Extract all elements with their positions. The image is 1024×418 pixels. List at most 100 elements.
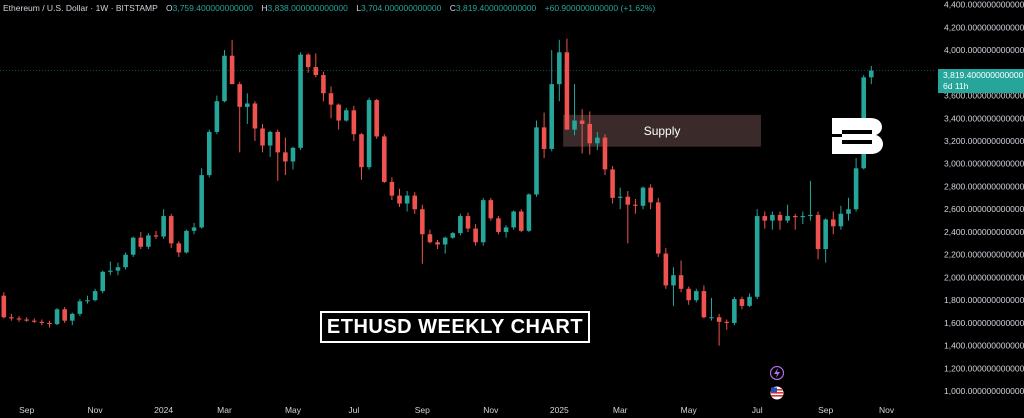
candle-body <box>747 296 752 306</box>
candle-body <box>541 127 547 149</box>
time-tick-label: Sep <box>19 405 34 415</box>
candle-body <box>313 67 319 76</box>
candle-body <box>290 147 296 162</box>
candle-body <box>54 309 60 325</box>
candle-body <box>739 299 745 306</box>
price-tick-label: 4,400.000000000000 <box>944 0 1024 10</box>
open-label: O <box>165 3 173 13</box>
candle-body <box>526 194 532 231</box>
candle-body <box>283 152 288 162</box>
candle-body <box>389 181 395 196</box>
candle-body <box>130 237 136 255</box>
candle-body <box>663 253 669 286</box>
price-tick-label: 3,400.000000000000 <box>944 113 1024 123</box>
candle-body <box>343 110 349 121</box>
candle-body <box>427 234 433 243</box>
candle-body <box>351 110 357 135</box>
current-price: 3,819.400000000000 <box>943 70 1024 80</box>
candle-body <box>640 187 646 206</box>
bar-countdown: 6d 11h <box>943 81 969 91</box>
candle-body <box>610 169 615 198</box>
candle-body <box>716 317 722 322</box>
candle-body <box>572 120 577 130</box>
time-tick-label: Mar <box>217 405 232 415</box>
chart-title: ETHUSD WEEKLY CHART <box>320 311 590 343</box>
candle-body <box>633 204 638 206</box>
lightning-icon[interactable] <box>770 366 784 380</box>
candle-body <box>587 123 593 144</box>
candle-body <box>701 291 707 318</box>
candle-body <box>336 104 341 121</box>
candle-body <box>359 134 364 168</box>
candle-body <box>305 54 311 68</box>
candle-body <box>321 75 326 94</box>
us-flag-icon[interactable] <box>770 386 784 400</box>
candle-body <box>678 275 684 289</box>
candle-body <box>31 320 37 322</box>
candle-body <box>412 195 418 210</box>
candle-body <box>838 213 844 227</box>
candle-body <box>222 55 227 102</box>
candle-body <box>252 103 258 129</box>
candle-body <box>686 288 691 301</box>
candle-body <box>503 227 509 232</box>
candle-body <box>762 216 768 221</box>
candle-body <box>237 84 242 107</box>
time-tick-label: 2024 <box>154 405 173 415</box>
price-tick-label: 3,000.000000000000 <box>944 159 1024 169</box>
candle-body <box>382 136 387 182</box>
candle-body <box>176 243 182 253</box>
candle-body <box>24 319 29 321</box>
candle-body <box>792 216 798 218</box>
candle-body <box>458 216 463 234</box>
low-label: L <box>356 3 361 13</box>
time-tick-label: Mar <box>613 405 628 415</box>
price-tick-label: 1,600.000000000000 <box>944 318 1024 328</box>
candle-body <box>671 275 676 286</box>
candle-body <box>511 211 516 228</box>
time-tick-label: Jul <box>348 405 359 415</box>
price-tick-label: 4,000.000000000000 <box>944 45 1024 55</box>
candle-body <box>138 237 144 247</box>
time-tick-label: Jul <box>752 405 763 415</box>
candle-body <box>206 131 212 176</box>
candle-body <box>100 271 106 292</box>
candle-body <box>625 196 631 205</box>
current-price-tag: 3,819.400000000000 6d 11h <box>938 69 1024 93</box>
candle-body <box>724 321 730 323</box>
candle-body <box>655 202 661 254</box>
candle-body <box>442 237 448 245</box>
candle-body <box>830 219 836 227</box>
candle-body <box>146 235 151 247</box>
candle-body <box>267 131 273 146</box>
candle-body <box>16 318 22 320</box>
candle-body <box>694 291 699 301</box>
price-tick-label: 3,200.000000000000 <box>944 136 1024 146</box>
price-tick-label: 1,200.000000000000 <box>944 363 1024 373</box>
open-value: 3,759.400000000000 <box>172 3 253 13</box>
symbol-title: Ethereum / U.S. Dollar · 1W · BITSTAMP <box>3 3 158 13</box>
time-axis[interactable]: Sep Nov 2024 Mar May Jul Sep Nov 2025 Mar May Jul Se… <box>19 405 895 415</box>
time-tick-label: Sep <box>415 405 430 415</box>
candle-body <box>496 218 501 232</box>
candle-body <box>47 322 52 325</box>
candle-body <box>62 309 67 321</box>
candle-body <box>153 235 159 237</box>
candle-body <box>229 55 235 85</box>
candle-body <box>115 267 121 271</box>
candle-body <box>70 313 75 321</box>
candle-body <box>260 128 265 146</box>
time-tick-label: 2025 <box>550 405 569 415</box>
candle-body <box>92 291 98 301</box>
time-tick-label: Nov <box>483 405 499 415</box>
b-brand-logo-icon <box>832 118 883 154</box>
candle-body <box>465 216 471 229</box>
candle-body <box>123 254 128 268</box>
candle-body <box>564 52 570 130</box>
price-tick-label: 2,000.000000000000 <box>944 272 1024 282</box>
candle-body <box>9 317 14 319</box>
candle-body <box>435 242 440 245</box>
candle-body <box>770 214 775 221</box>
